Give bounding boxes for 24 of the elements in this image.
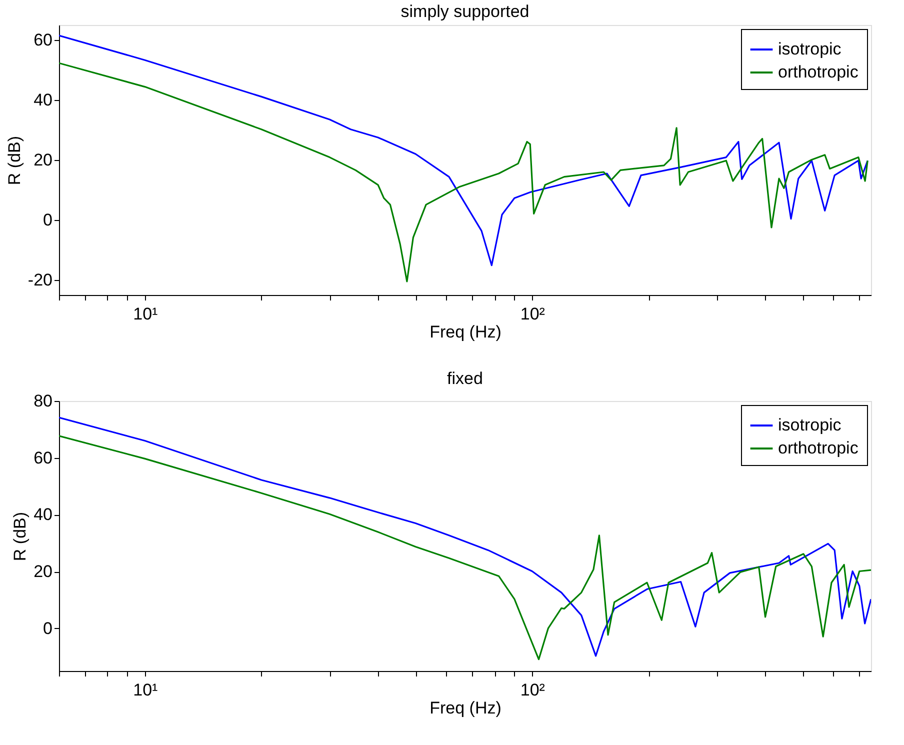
x-tick-label: 10¹ bbox=[133, 304, 158, 324]
x-axis-title: Freq (Hz) bbox=[430, 698, 502, 718]
y-tick-label: 60 bbox=[34, 448, 52, 468]
legend-label: isotropic bbox=[778, 40, 842, 58]
y-tick-label: 80 bbox=[34, 392, 52, 410]
y-tick-label: 20 bbox=[34, 150, 52, 170]
y-tick-label: 20 bbox=[34, 562, 52, 582]
x-axis-title: Freq (Hz) bbox=[430, 322, 502, 342]
y-tick-label: 40 bbox=[34, 90, 52, 110]
y-tick-label: -20 bbox=[28, 270, 52, 290]
y-tick-label: 60 bbox=[34, 30, 52, 50]
legend-label: orthotropic bbox=[778, 438, 859, 458]
y-tick-label: 0 bbox=[43, 618, 52, 638]
legend-label: isotropic bbox=[778, 416, 842, 434]
chart-title: fixed bbox=[447, 369, 483, 388]
y-axis-title: R (dB) bbox=[4, 136, 24, 186]
chart-title: simply supported bbox=[400, 2, 530, 21]
x-tick-label: 10¹ bbox=[133, 680, 158, 700]
y-tick-label: 0 bbox=[43, 210, 52, 230]
x-tick-label: 10² bbox=[520, 304, 546, 324]
x-tick-label: 10² bbox=[520, 680, 546, 700]
legend-label: orthotropic bbox=[778, 62, 859, 82]
y-axis-title: R (dB) bbox=[10, 512, 30, 562]
y-tick-label: 40 bbox=[34, 505, 52, 524]
